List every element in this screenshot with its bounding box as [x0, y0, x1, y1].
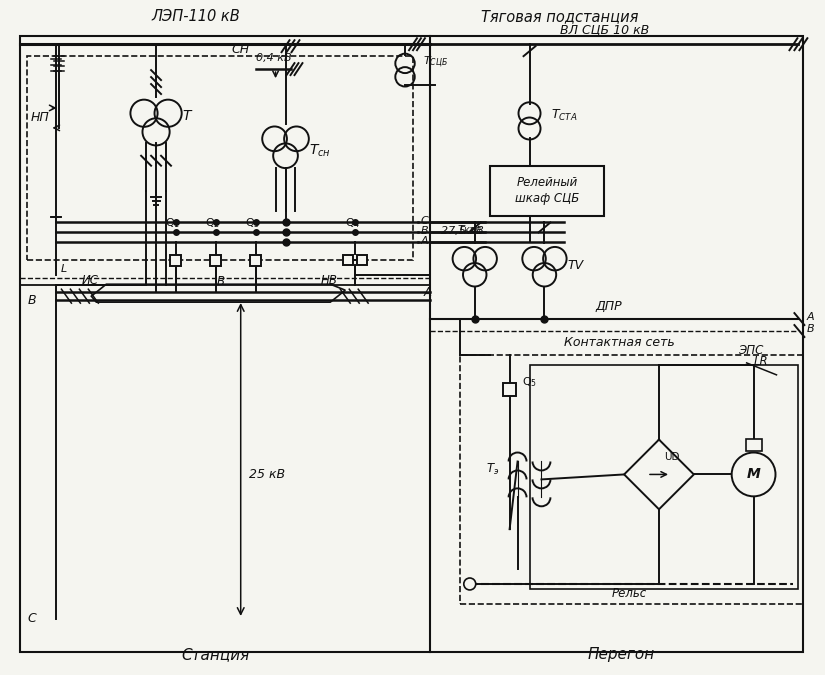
Bar	[343, 255, 353, 265]
Text: B: B	[421, 226, 429, 236]
Text: НП: НП	[31, 111, 49, 124]
Text: Т$_{СТА}$: Т$_{СТА}$	[551, 109, 578, 124]
Text: Станция: Станция	[182, 647, 250, 662]
Text: B: B	[27, 294, 36, 306]
Text: Q$_3$: Q$_3$	[245, 217, 260, 230]
Bar	[490, 165, 604, 215]
Text: ДПР: ДПР	[596, 300, 623, 313]
Text: C: C	[421, 217, 429, 227]
Bar	[171, 255, 182, 266]
Text: СН: СН	[232, 43, 250, 56]
Bar	[210, 255, 221, 266]
Text: Т$_{КТП}$: Т$_{КТП}$	[457, 223, 482, 238]
Bar	[746, 439, 761, 450]
Text: 27,5 кВ: 27,5 кВ	[441, 226, 483, 236]
Bar	[250, 255, 262, 266]
Text: A: A	[424, 286, 432, 298]
Text: Т$_{сн}$: Т$_{сн}$	[309, 142, 332, 159]
Text: M: M	[747, 467, 761, 481]
Text: ЭПС: ЭПС	[738, 344, 763, 357]
Text: ТV: ТV	[568, 259, 583, 272]
Text: Перегон: Перегон	[587, 647, 655, 662]
Text: L: L	[60, 264, 67, 274]
Text: B: B	[806, 324, 814, 334]
Text: Q$_4$: Q$_4$	[345, 217, 360, 230]
Bar	[530, 365, 799, 589]
Text: UD: UD	[664, 452, 680, 462]
Bar	[26, 56, 413, 261]
Text: Т$_э$: Т$_э$	[486, 462, 500, 477]
Text: LR: LR	[753, 355, 768, 368]
Text: ВЛ СЦБ 10 кВ: ВЛ СЦБ 10 кВ	[559, 23, 648, 36]
Circle shape	[464, 578, 476, 590]
Text: Q$_1$: Q$_1$	[166, 217, 181, 230]
Circle shape	[732, 452, 775, 496]
Text: Тяговая подстанция: Тяговая подстанция	[481, 9, 638, 24]
Text: Рельс: Рельс	[611, 587, 647, 600]
Bar	[503, 383, 516, 396]
Text: 25 кВ: 25 кВ	[248, 468, 285, 481]
Text: B: B	[217, 275, 224, 288]
Text: A: A	[806, 312, 814, 322]
Text: Q$_5$: Q$_5$	[521, 375, 536, 389]
Text: Т$_{СЦБ}$: Т$_{СЦБ}$	[423, 55, 448, 70]
Text: Т: Т	[182, 109, 191, 123]
Text: 0,4 кВ: 0,4 кВ	[256, 53, 291, 63]
Text: ЛЭП-110 кВ: ЛЭП-110 кВ	[152, 9, 240, 24]
Bar	[460, 355, 804, 604]
Text: ИС: ИС	[82, 274, 98, 287]
Text: НВ: НВ	[320, 274, 337, 287]
Text: C: C	[27, 612, 36, 625]
Bar	[357, 255, 367, 265]
Text: Контактная сеть: Контактная сеть	[563, 336, 675, 349]
Text: A: A	[421, 236, 429, 246]
Text: шкаф СЦБ: шкаф СЦБ	[515, 192, 579, 205]
Text: Релейный: Релейный	[516, 176, 578, 189]
Text: Q$_2$: Q$_2$	[205, 217, 220, 230]
